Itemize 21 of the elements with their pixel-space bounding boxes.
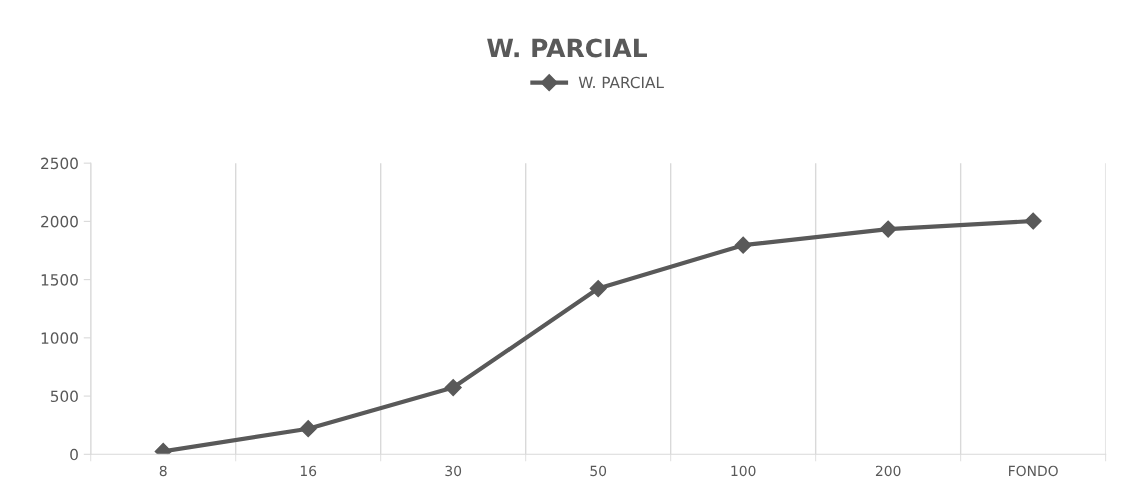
y-tick-label: 0	[70, 448, 78, 461]
y-tick-label: 1500	[41, 274, 78, 286]
x-tick-label: 50	[590, 465, 607, 477]
x-tick-label: 30	[445, 465, 462, 477]
y-tick-label: 2500	[41, 157, 78, 170]
x-tick-label: 100	[731, 465, 756, 477]
x-tick-label: 8	[159, 465, 167, 477]
x-tick-label: FONDO	[1009, 465, 1058, 477]
point	[734, 236, 752, 254]
point	[444, 379, 462, 397]
chart-title: W. PARCIAL	[487, 38, 647, 58]
point	[879, 220, 897, 238]
point	[299, 420, 317, 438]
y-tick-label: 500	[50, 390, 78, 403]
legend-label: W. PARCIAL	[578, 76, 664, 89]
y-tick-label: 2000	[41, 215, 78, 228]
point	[589, 280, 607, 298]
x-tick-label: 16	[300, 465, 317, 477]
y-tick-label: 1000	[41, 332, 78, 344]
point	[1024, 212, 1042, 230]
x-tick-label: 200	[875, 465, 901, 477]
